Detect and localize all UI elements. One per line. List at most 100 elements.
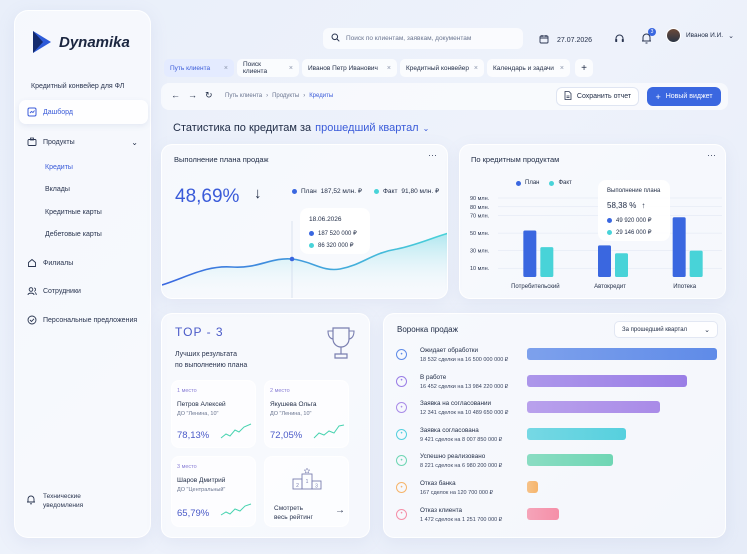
arrow-down-icon: ↓ [254, 185, 262, 202]
notifications-icon[interactable] [641, 31, 652, 49]
top3-card: TOP - 3 Лучших результата по выполнению п… [161, 313, 370, 538]
tab-client-ivanov[interactable]: Иванов Петр Иванович × [302, 59, 397, 77]
plan-legend: План 187,52 млн. ₽ Факт 91,80 млн. ₽ [292, 187, 439, 195]
breadcrumb-item-current[interactable]: Кредиты [309, 93, 334, 99]
funnel-stage-detail: 1 472 сделок на 1 251 700 000 ₽ [420, 516, 503, 523]
new-widget-button[interactable]: + Новый виджет [647, 87, 721, 106]
leader-place: 2 место [270, 388, 290, 394]
x-tick-label: Ипотека [673, 284, 697, 290]
funnel-stage-label: Заявка на согласовании [420, 400, 491, 408]
date-picker[interactable]: 27.07.2026 [539, 31, 592, 49]
leader-card[interactable]: 1 место Петров Алексей ДО "Ленина, 10" 7… [171, 380, 256, 448]
close-icon[interactable]: × [223, 64, 228, 72]
user-menu[interactable]: Иванов И.И. ⌄ [666, 28, 734, 43]
sidebar-item-products[interactable]: Продукты ⌄ [19, 130, 148, 154]
fact-value: 91,80 млн. ₽ [401, 188, 440, 195]
app-name: Dynamika [59, 33, 130, 51]
breadcrumb-item[interactable]: Продукты [272, 93, 300, 99]
branches-icon [27, 258, 37, 268]
tooltip-percent: 58,38 % [607, 201, 637, 210]
y-tick-label: 10 млн. [470, 266, 490, 272]
funnel-period-select[interactable]: За прошедший квартал ⌄ [614, 321, 718, 338]
tab-credit-pipeline[interactable]: Кредитный конвейер × [400, 59, 484, 77]
credit-products-card: По кредитным продуктам ··· План Факт 10 … [459, 144, 726, 299]
leader-card[interactable]: 2 место Якушева Ольга ДО "Ленина, 10" 72… [264, 380, 349, 448]
funnel-row[interactable]: • Успешно реализовано 8 221 сделок на 6 98… [396, 450, 726, 472]
back-arrow-icon[interactable]: ← [171, 90, 180, 100]
funnel-row[interactable]: • Заявка согласована 9 421 сделок на 8 007… [396, 424, 726, 446]
full-rating-card[interactable]: 2 1 3 Смотреть весь рейтинг → [264, 456, 349, 527]
save-report-button[interactable]: Сохранить отчет [556, 87, 639, 106]
more-menu-icon[interactable]: ··· [707, 150, 716, 160]
document-icon: • [396, 402, 407, 414]
notification-badge: 3 [648, 28, 656, 36]
funnel-row[interactable]: • В работе 16 452 сделки на 13 984 220 000… [396, 371, 726, 393]
chart-marker[interactable] [289, 256, 295, 262]
tab-label: Путь клиента [170, 64, 211, 72]
breadcrumb-item[interactable]: Путь клиента [225, 93, 263, 99]
bar-plan[interactable] [672, 217, 686, 277]
leader-card[interactable]: 3 место Шаров Дмитрий ДО "Центральный" 6… [171, 456, 256, 527]
chevron-down-icon[interactable]: ⌄ [422, 123, 430, 133]
chevron-down-icon: ⌄ [728, 32, 734, 40]
top3-subtitle-2: по выполнению плана [175, 362, 248, 369]
search-input[interactable]: Поиск по клиентам, заявкам, документам [323, 28, 523, 49]
tooltip-date: 18.06.2026 [309, 216, 342, 223]
sidebar-item-dashboard[interactable]: Дашборд [19, 100, 148, 124]
plan-dot-icon [607, 218, 612, 223]
legend-plan-label: План [525, 180, 540, 186]
bar-fact[interactable] [540, 247, 554, 277]
sidebar-item-branches[interactable]: Филиалы [19, 251, 148, 275]
bar-plan[interactable] [598, 245, 611, 277]
close-icon[interactable]: × [386, 64, 391, 72]
chevron-down-icon: ⌄ [704, 326, 710, 334]
sidebar-subitem-credit-cards[interactable]: Кредитные карты [45, 209, 102, 216]
tab-calendar-tasks[interactable]: Календарь и задачи × [487, 59, 570, 77]
sparkline-icon [313, 424, 345, 439]
close-icon[interactable]: × [288, 64, 293, 72]
funnel-stage-detail: 18 532 сделки на 16 500 000 000 ₽ [420, 357, 509, 363]
close-icon[interactable]: × [473, 64, 478, 72]
sidebar-subitem-debit-cards[interactable]: Дебетовые карты [45, 231, 102, 238]
sidebar-subitem-credits[interactable]: Кредиты [45, 164, 73, 171]
more-menu-icon[interactable]: ··· [428, 150, 437, 160]
tab-client-search[interactable]: Поиск клиента × [237, 59, 299, 77]
logo[interactable]: Dynamika [31, 29, 130, 55]
close-icon[interactable]: × [559, 64, 564, 72]
full-rating-label-2: весь рейтинг [274, 514, 313, 521]
bar-fact[interactable] [689, 250, 703, 277]
refresh-icon[interactable]: ↻ [205, 90, 213, 100]
headset-icon[interactable] [614, 31, 625, 49]
save-report-label: Сохранить отчет [576, 93, 632, 100]
funnel-row[interactable]: • Ожидает обработки 18 532 сделки на 16 50… [396, 344, 726, 366]
breadcrumb-separator: › [266, 93, 269, 99]
funnel-row[interactable]: • Отказ банка 167 сделок на 120 700 000 ₽ [396, 477, 726, 499]
tooltip-plan-row: 187 520 000 ₽ [309, 230, 357, 237]
bar-fact[interactable] [615, 253, 628, 277]
tab-client-path[interactable]: Путь клиента × [164, 59, 234, 77]
sidebar-item-offers[interactable]: Персональные предложения [19, 308, 148, 332]
new-widget-label: Новый виджет [665, 93, 713, 100]
breadcrumb: Путь клиента › Продукты › Кредиты [225, 93, 333, 99]
sidebar-item-label: Дашборд [43, 108, 73, 116]
tech-notifications-label-1: Технические [43, 493, 81, 500]
funnel-bar [527, 401, 660, 414]
period-dropdown[interactable]: прошедший квартал [315, 122, 419, 134]
funnel-bar [527, 454, 613, 467]
add-tab-button[interactable]: + [575, 59, 593, 77]
funnel-bar [527, 427, 626, 440]
forward-arrow-icon[interactable]: → [188, 90, 197, 100]
funnel-stage-label: Успешно реализовано [420, 453, 486, 461]
funnel-row[interactable]: • Заявка на согласовании 12 341 сделок на … [396, 397, 726, 419]
sidebar-subitem-deposits[interactable]: Вклады [45, 186, 70, 193]
plan-percent: 48,69% [175, 186, 240, 207]
funnel-stage-detail: 12 341 сделок на 10 489 650 000 ₽ [420, 410, 509, 417]
bar-plan[interactable] [523, 230, 537, 277]
tech-notifications-label-2: уведомления [43, 502, 84, 509]
chevron-down-icon: ⌄ [131, 137, 138, 147]
sidebar-item-tech-notifications[interactable]: Технические уведомления [26, 492, 83, 510]
funnel-stage-detail: 8 221 сделок на 6 980 200 000 ₽ [420, 463, 503, 470]
plan-tooltip: 18.06.2026 187 520 000 ₽ 86 320 000 ₽ [300, 208, 370, 254]
funnel-row[interactable]: • Отказ клиента 1 472 сделок на 1 251 700 … [396, 504, 726, 526]
sidebar-item-employees[interactable]: Сотрудники [19, 279, 148, 303]
